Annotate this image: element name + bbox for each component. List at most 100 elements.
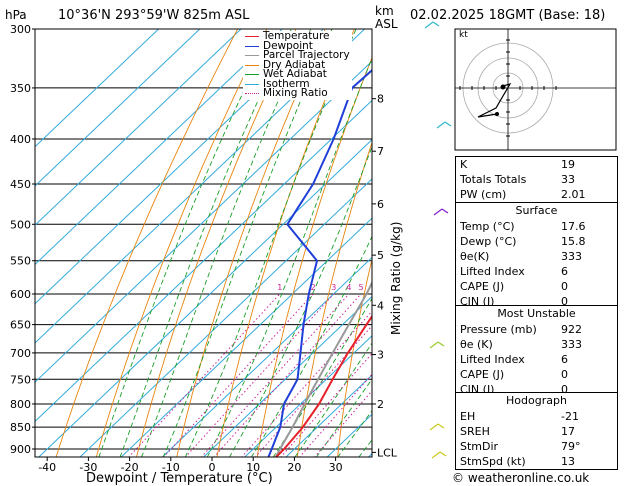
km-tick-label: LCL [377,446,398,459]
km-tick-label: 2 [377,398,384,411]
wind-barbs [424,21,452,459]
asl-unit-label: ASL [375,17,398,31]
hodograph [454,28,617,151]
hodograph-title: Hodograph [506,394,567,407]
mixing-ratio-line [213,293,362,457]
pressure-tick-label: 300 [10,23,31,36]
km-tick-label: 3 [377,349,384,362]
datetime-title: 02.02.2025 18GMT (Base: 18) [410,8,606,23]
pressure-tick-label: 650 [10,319,31,332]
pressure-tick-label: 900 [10,443,31,456]
legend-label: Dewpoint [263,39,313,52]
hodograph-row: StmDir 79° [460,440,581,453]
legend-label: Isotherm [263,77,310,90]
dry-adiabat [337,257,372,457]
hodograph-unit: kt [459,30,468,40]
grid-layer: 12345810152025 [35,29,447,457]
wind-barb [429,341,439,349]
parcel-trajectory-line [274,280,372,457]
wet-adiabat [294,342,372,457]
dry-adiabat [176,29,326,457]
mixing-ratio-line [241,310,372,457]
temperature-tick-label: -20 [121,461,139,474]
isotherm-line [120,217,372,457]
wind-barb [431,451,441,459]
index-row-tt: Totals Totals 33 [460,173,575,186]
hodograph-row: SREH 17 [460,425,575,438]
dry-adiabat [296,141,372,457]
temperature-line [274,314,372,457]
wind-barb [437,341,445,347]
mixing-ratio-line [200,293,350,457]
wind-barb [424,21,434,29]
isotherm-line [161,256,372,457]
pressure-tick-label: 350 [10,82,31,95]
surface-row: Dewp (°C) 15.8 [460,235,586,248]
pressure-tick-label: 450 [10,178,31,191]
mixing-ratio-line [163,293,314,457]
dewpoint-line [267,68,372,457]
dry-adiabat [55,29,239,457]
surface-table: Surface Temp (°C) 17.6 Dewp (°C) 15.8 θe(K… [455,202,618,310]
unstable-title: Most Unstable [497,307,576,320]
wind-barb [436,121,446,129]
pressure-tick-label: 800 [10,398,31,411]
wind-barb [433,208,443,216]
dry-adiabat [95,29,268,457]
legend-label: Parcel Trajectory [263,49,350,61]
mixing-ratio-label: 20 [437,283,447,292]
hodograph-trace [477,83,512,118]
wet-adiabat [184,29,357,457]
mixing-ratio-label: 2 [311,283,316,292]
mixing-ratio-line [128,293,281,457]
wet-adiabat [98,29,275,457]
legend-isotherm: Isotherm [245,77,350,90]
unstable-row: Lifted Index 6 [460,353,568,366]
profile-layer [267,68,372,457]
indices-table: K 19 Totals Totals 33 PW (cm) 2.01 [455,156,618,203]
wind-barb [437,423,445,429]
isotherm-line [35,29,283,266]
mixing-ratio-label: 15 [420,283,430,292]
km-tick-label: 4 [377,299,384,312]
hodograph-table: Hodograph EH -21 SREH 17 StmDir 79° StmSpd … [455,392,618,470]
temperature-tick-label: 30 [329,461,343,474]
wind-barb [432,21,440,27]
surface-row: CIN (J) 0 [460,295,568,308]
isotherm-line [202,295,372,457]
surface-title: Surface [515,204,558,217]
most-unstable-table: Most Unstable Pressure (mb) 922 θe (K) 333… [455,305,618,398]
mixing-ratio-label: 5 [359,283,364,292]
legend-temperature: Temperature [245,30,350,42]
pressure-unit-label: hPa [5,8,27,22]
km-tick-label: 8 [377,93,384,106]
mixing-ratio-label: 3 [331,283,336,292]
x-axis-label: Dewpoint / Temperature (°C) [86,471,273,486]
km-tick-label: 7 [377,145,384,158]
wind-barb [439,451,447,457]
wind-barb [444,121,452,127]
hodograph-point [495,112,499,116]
location-title: 10°36'N 293°59'W 825m ASL [58,8,250,23]
isotherm-line [244,335,372,457]
surface-row: Lifted Index 6 [460,265,568,278]
mixing-ratio-line [298,373,372,457]
legend-label: Temperature [263,30,330,42]
temperature-tick-label: -30 [79,461,97,474]
km-tick-label: 6 [377,198,384,211]
pressure-tick-label: 700 [10,347,31,360]
legend: Temperature Dewpoint Parcel Trajectory D… [243,31,352,100]
isotherm-line [35,29,160,148]
surface-row: θe(K) 333 [460,250,582,263]
wind-barb [441,208,449,214]
pressure-tick-label: 550 [10,255,31,268]
temperature-tick-label: -10 [162,461,180,474]
legend-wet-adiabat: Wet Adiabat [245,68,350,80]
mixing-ratio-line [280,352,372,457]
temperature-tick-label: 20 [287,461,301,474]
km-unit-label: km [375,4,394,18]
legend-label: Mixing Ratio [263,87,328,99]
legend-label: Wet Adiabat [263,68,327,80]
plot-frame [34,28,373,458]
legend-dewpoint: Dewpoint [245,39,350,52]
